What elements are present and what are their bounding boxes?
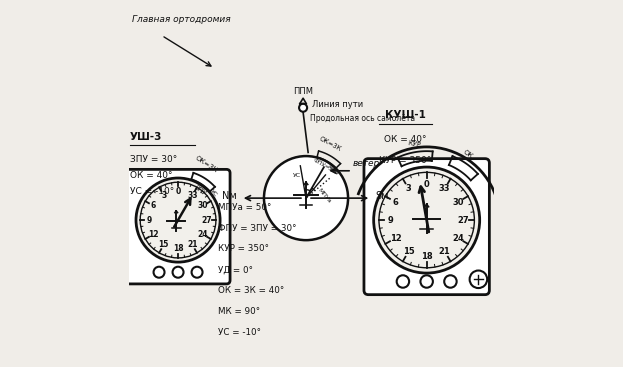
Text: 18: 18 — [421, 252, 432, 261]
Text: 24: 24 — [197, 230, 208, 239]
Text: ОК = 3К = 40°: ОК = 3К = 40° — [218, 286, 285, 295]
Text: 12: 12 — [148, 230, 158, 239]
Text: 27: 27 — [201, 215, 212, 225]
Text: 33: 33 — [187, 191, 197, 200]
Text: УС: УС — [293, 173, 301, 178]
Circle shape — [421, 275, 433, 288]
Text: КУР: КУР — [326, 164, 338, 175]
Text: 9: 9 — [147, 215, 152, 225]
Text: МПУа = 50°: МПУа = 50° — [218, 203, 272, 212]
Text: 0: 0 — [176, 187, 181, 196]
Circle shape — [173, 267, 184, 278]
Text: ФПУ=ЗПУ: ФПУ=ЗПУ — [312, 157, 340, 177]
Text: ППМ: ППМ — [293, 87, 313, 96]
Text: 15: 15 — [402, 247, 414, 256]
Text: УШ-3: УШ-3 — [130, 132, 162, 142]
Text: УД = 0°: УД = 0° — [218, 265, 254, 274]
Text: Продольная ось самолёта: Продольная ось самолёта — [310, 114, 416, 123]
Circle shape — [470, 270, 487, 288]
FancyBboxPatch shape — [364, 159, 490, 295]
Circle shape — [374, 167, 480, 273]
Text: 30: 30 — [197, 201, 208, 210]
Circle shape — [299, 104, 307, 112]
Text: ОК = 40°: ОК = 40° — [130, 171, 172, 179]
Text: 21: 21 — [187, 240, 197, 249]
Circle shape — [397, 275, 409, 288]
Text: ЗПУ: ЗПУ — [193, 184, 207, 197]
Circle shape — [192, 267, 202, 278]
Circle shape — [264, 156, 348, 240]
Text: УС: УС — [209, 188, 218, 198]
Text: УС = -10°: УС = -10° — [218, 328, 261, 337]
Text: 9: 9 — [388, 215, 394, 225]
Text: 33: 33 — [439, 184, 450, 193]
Text: 12: 12 — [389, 233, 401, 243]
Text: 27: 27 — [457, 215, 468, 225]
Text: УС = -10°: УС = -10° — [130, 186, 174, 196]
Text: Главная ортодромия: Главная ортодромия — [132, 15, 231, 25]
Text: КУР: КУР — [407, 140, 421, 148]
Text: 6: 6 — [151, 201, 156, 210]
Text: 30: 30 — [452, 197, 464, 207]
Text: Sм: Sм — [376, 191, 389, 201]
Circle shape — [444, 275, 457, 288]
Text: Линия пути: Линия пути — [312, 99, 363, 109]
Text: 6: 6 — [392, 197, 398, 207]
Text: ОК: ОК — [462, 149, 473, 159]
Text: 24: 24 — [452, 233, 464, 243]
Text: 0: 0 — [424, 179, 429, 189]
Text: 15: 15 — [159, 240, 169, 249]
Text: МК = 90°: МК = 90° — [218, 307, 260, 316]
Text: ФПУ = ЗПУ = 30°: ФПУ = ЗПУ = 30° — [218, 224, 297, 233]
Text: 3: 3 — [406, 184, 412, 193]
Text: Nм: Nм — [222, 191, 237, 201]
Text: 18: 18 — [173, 244, 183, 253]
Text: ЗПУ = 30°: ЗПУ = 30° — [130, 155, 177, 164]
Circle shape — [136, 178, 220, 262]
Text: МПУа: МПУа — [316, 188, 332, 204]
Text: КУР = 350°: КУР = 350° — [218, 244, 269, 254]
Text: ОК = 40°: ОК = 40° — [384, 135, 427, 144]
FancyBboxPatch shape — [126, 170, 230, 284]
Text: КУШ-1: КУШ-1 — [385, 110, 426, 120]
Text: ветер: ветер — [353, 159, 380, 168]
Circle shape — [153, 267, 164, 278]
Text: ОК=3К: ОК=3К — [194, 155, 219, 174]
Text: КУР = 350°: КУР = 350° — [379, 156, 432, 165]
Text: 21: 21 — [439, 247, 450, 256]
Text: 3: 3 — [161, 191, 166, 200]
Text: ОК=3К: ОК=3К — [318, 136, 343, 152]
